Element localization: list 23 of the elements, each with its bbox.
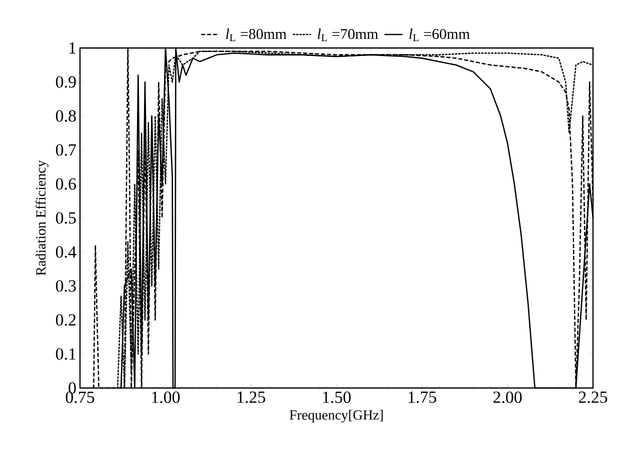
x-tick-label: 1.50	[323, 392, 351, 404]
y-tick-label: 0.8	[56, 110, 76, 122]
x-tick-label: 1.25	[238, 392, 266, 403]
y-axis-title: Radiation Efficiency	[36, 160, 48, 276]
legend-label: l$_{L}$ =60mm	[409, 28, 470, 42]
y-tick-label: 0.6	[56, 178, 76, 190]
y-tick-label: 0.5	[56, 212, 76, 224]
y-tick-label: 1	[69, 42, 76, 54]
y-tick-label: 0.4	[56, 246, 76, 258]
x-tick-label: 0.75	[66, 392, 94, 404]
x-tick-label: 1.75	[408, 392, 436, 403]
x-axis-title: Frequency[GHz]	[290, 410, 383, 423]
x-tick-label: 2.25	[578, 392, 608, 403]
y-tick-label: 0.3	[56, 280, 76, 292]
legend-label: l$_{L}$ =70mm	[318, 28, 378, 42]
y-tick-label: 0	[68, 382, 76, 394]
x-tick-label: 1.00	[152, 392, 180, 404]
x-tick-label: 2.00	[493, 392, 522, 404]
y-tick-label: 0.1	[56, 348, 76, 360]
y-tick-label: 0.7	[56, 144, 76, 156]
y-tick-label: 0.9	[56, 76, 76, 88]
y-tick-label: 0.2	[56, 314, 76, 326]
legend-label: l$_{L}$ =80mm	[226, 28, 286, 42]
